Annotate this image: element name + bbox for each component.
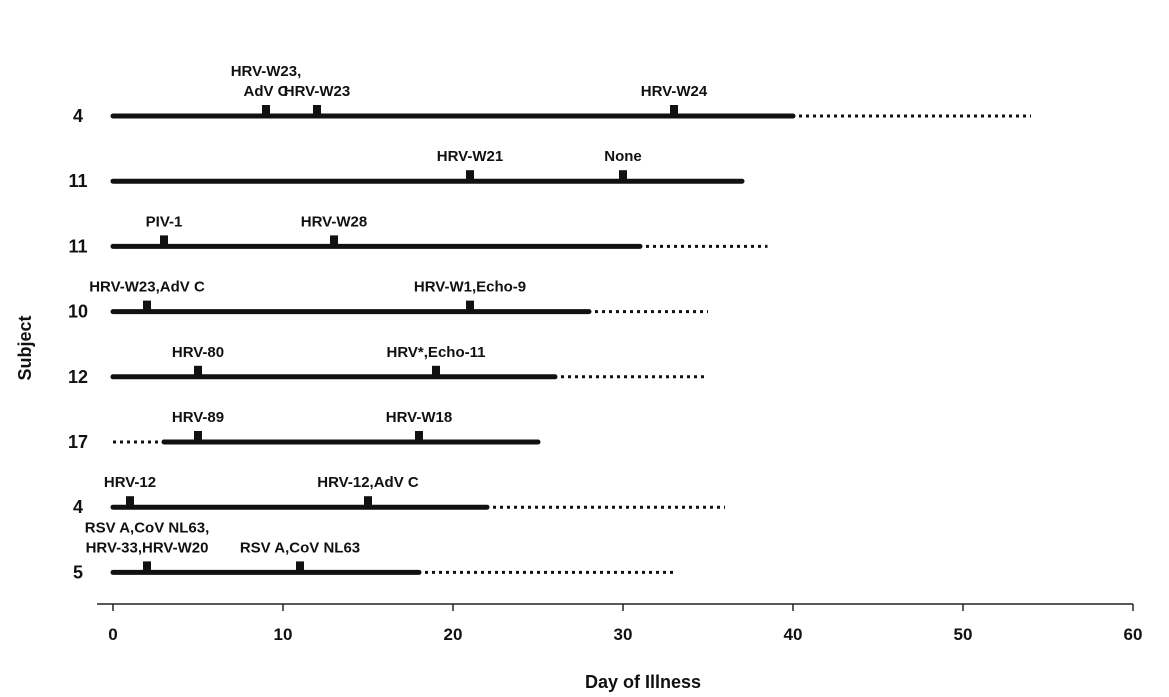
sample-marker <box>194 431 202 442</box>
sample-marker <box>415 431 423 442</box>
sample-marker <box>619 170 627 182</box>
x-tick-label: 30 <box>614 625 633 644</box>
sample-label-line: HRV-W24 <box>641 83 708 100</box>
sample-label: HRV-W23, AdV C <box>231 63 302 100</box>
sample-label: HRV-W18 <box>386 409 452 426</box>
sample-label-line: HRV-80 <box>172 344 224 361</box>
sample-label: HRV-12,AdV C <box>317 474 419 491</box>
subject-row: 11 PIV-1 HRV-W28 <box>68 213 768 256</box>
sample-label-line: HRV*,Echo-11 <box>387 344 486 361</box>
sample-label: HRV-W1,Echo-9 <box>414 279 526 296</box>
sample-label: HRV-W21 <box>437 148 503 165</box>
sample-marker <box>670 105 678 116</box>
subject-row: 17 HRV-89 HRV-W18 <box>68 409 541 452</box>
sample-label: RSV A,CoV NL63 <box>240 539 360 556</box>
sample-label: HRV-W23 <box>284 83 350 100</box>
sample-marker <box>296 561 304 573</box>
sample-label: RSV A,CoV NL63, HRV-33,HRV-W20 <box>85 519 209 556</box>
sample-label-line: HRV-W23,AdV C <box>89 279 205 296</box>
subject-label: 11 <box>68 171 87 191</box>
sample-label-line: HRV-33,HRV-W20 <box>86 539 209 556</box>
x-axis-ticks: 0 10 20 30 40 50 60 <box>108 604 1142 644</box>
sample-marker <box>160 235 168 247</box>
sample-label-line: HRV-12 <box>104 474 156 491</box>
sample-label-line: AdV C <box>244 83 289 100</box>
sample-marker <box>313 105 321 116</box>
sample-marker <box>143 561 151 573</box>
sample-label: HRV-12 <box>104 474 156 491</box>
sample-label: HRV-W24 <box>641 83 708 100</box>
sample-marker <box>466 300 474 312</box>
sample-label: HRV-80 <box>172 344 224 361</box>
sample-label: HRV-W28 <box>301 213 367 230</box>
sample-marker <box>262 105 270 116</box>
sample-label-line: HRV-W18 <box>386 409 452 426</box>
sample-label: PIV-1 <box>146 213 183 230</box>
subject-label: 12 <box>68 367 88 387</box>
sample-marker <box>466 170 474 182</box>
sample-marker <box>432 365 440 377</box>
sample-marker <box>143 300 151 312</box>
subject-label: 4 <box>73 497 83 517</box>
x-tick-label: 60 <box>1124 625 1143 644</box>
subject-label: 11 <box>68 236 87 256</box>
x-tick-label: 0 <box>108 625 117 644</box>
x-axis-title: Day of Illness <box>585 672 701 692</box>
subject-label: 10 <box>68 302 88 322</box>
sample-label-line: None <box>604 148 642 165</box>
sample-label-line: HRV-89 <box>172 409 224 426</box>
subject-row: 11 HRV-W21 None <box>68 148 745 191</box>
subject-label: 17 <box>68 432 88 452</box>
sample-label: HRV-89 <box>172 409 224 426</box>
sample-label-line: RSV A,CoV NL63 <box>240 539 360 556</box>
sample-marker <box>330 235 338 247</box>
x-tick-label: 20 <box>444 625 463 644</box>
sample-label-line: HRV-W23 <box>284 83 350 100</box>
subject-label: 5 <box>73 562 83 582</box>
sample-marker <box>364 496 372 508</box>
subject-row: 12 HRV-80 HRV*,Echo-11 <box>68 344 708 387</box>
sample-label-line: HRV-12,AdV C <box>317 474 419 491</box>
sample-label-line: HRV-W28 <box>301 213 367 230</box>
x-tick-label: 10 <box>274 625 293 644</box>
sample-label-line: HRV-W23, <box>231 63 302 80</box>
y-axis-title: Subject <box>15 315 35 380</box>
sample-marker <box>126 496 134 508</box>
sample-label: HRV*,Echo-11 <box>387 344 486 361</box>
subject-row: 4 HRV-12 HRV-12,AdV C <box>73 474 725 517</box>
sample-label: None <box>604 148 642 165</box>
sample-label-line: HRV-W1,Echo-9 <box>414 279 526 296</box>
x-tick-label: 40 <box>784 625 803 644</box>
sample-label-line: HRV-W21 <box>437 148 503 165</box>
sample-marker <box>194 365 202 377</box>
sample-label-line: RSV A,CoV NL63, <box>85 519 209 536</box>
sample-label: HRV-W23,AdV C <box>89 279 205 296</box>
x-tick-label: 50 <box>954 625 973 644</box>
subject-label: 4 <box>73 106 83 126</box>
sample-label-line: PIV-1 <box>146 213 183 230</box>
